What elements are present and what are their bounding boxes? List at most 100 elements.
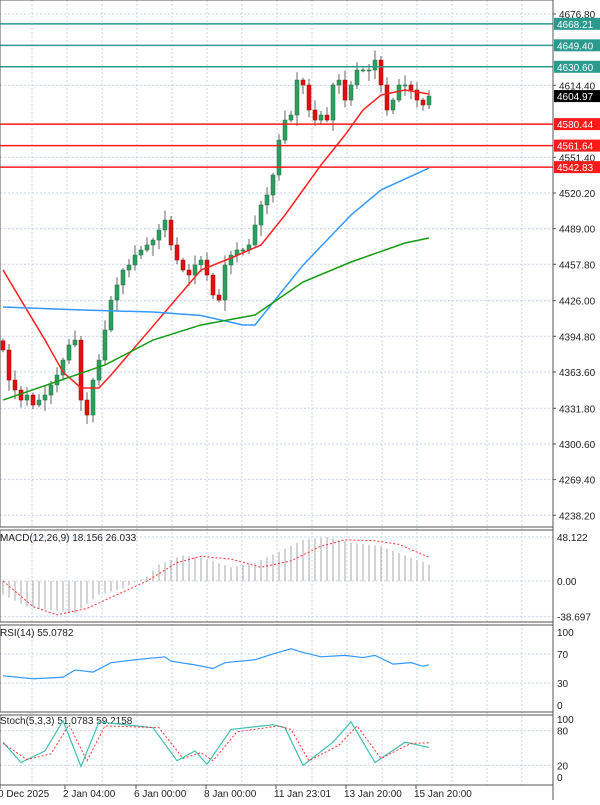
stoch-tick-label: 0 bbox=[557, 773, 563, 784]
candle-bullish bbox=[390, 99, 396, 111]
candle-bullish bbox=[126, 264, 132, 271]
stoch-panel[interactable]: Stoch(5,3,3) 51.0783 59.2158 bbox=[0, 716, 430, 769]
candle-bullish bbox=[114, 284, 120, 301]
y-tick-label: 4676.80 bbox=[559, 10, 596, 21]
price-panel[interactable] bbox=[0, 23, 553, 425]
x-tick-label: 0 Dec 2025 bbox=[0, 789, 50, 800]
candle-bullish bbox=[144, 244, 150, 251]
macd-tick-label: -38.697 bbox=[557, 612, 591, 623]
candle-bullish bbox=[264, 194, 270, 206]
candle-bearish bbox=[216, 294, 222, 301]
level-price-tag bbox=[554, 39, 600, 52]
macd-tick-label: 0.00 bbox=[557, 577, 577, 588]
candle-bullish bbox=[54, 374, 60, 386]
rsi-panel[interactable]: RSI(14) 55.0782 bbox=[0, 628, 430, 680]
candle-bearish bbox=[168, 219, 174, 246]
stoch-signal-line bbox=[2, 723, 430, 762]
moving-average-line bbox=[2, 237, 430, 401]
grid bbox=[0, 0, 553, 785]
level-price-tag bbox=[554, 17, 600, 30]
candle-bullish bbox=[402, 84, 408, 87]
candle-bullish bbox=[120, 269, 126, 286]
candle-bearish bbox=[6, 349, 12, 381]
level-price-tag bbox=[554, 60, 600, 73]
candle-bullish bbox=[426, 95, 432, 106]
current-price-label: 4604.97 bbox=[557, 92, 594, 103]
level-price-label: 4649.40 bbox=[557, 41, 594, 52]
x-tick-label: 11 Jan 23:01 bbox=[274, 789, 332, 800]
time-axis: 0 Dec 2025 2 Jan 04:00 6 Jan 00:00 8 Jan 00… bbox=[0, 785, 472, 800]
candle-bearish bbox=[12, 379, 18, 391]
current-price-tag bbox=[554, 90, 600, 103]
candle-bullish bbox=[282, 119, 288, 141]
level-price-tag bbox=[554, 139, 600, 152]
macd-panel[interactable]: MACD(12,26,9) 18.156 26.033 bbox=[0, 533, 430, 616]
candle-bullish bbox=[396, 84, 402, 101]
stoch-tick-label: 80 bbox=[557, 727, 569, 738]
stoch-tick-label: 20 bbox=[557, 761, 569, 772]
candle-bullish bbox=[372, 59, 378, 71]
candle-bearish bbox=[420, 99, 426, 106]
rsi-tick-label: 30 bbox=[557, 679, 569, 690]
candle-bullish bbox=[270, 174, 276, 196]
y-tick-label: 4457.80 bbox=[559, 260, 596, 271]
candle-bearish bbox=[342, 79, 348, 101]
candle-bullish bbox=[138, 249, 144, 256]
candle-bullish bbox=[228, 254, 234, 266]
candle-bullish bbox=[150, 239, 156, 246]
candle-bullish bbox=[360, 69, 366, 72]
candle-bullish bbox=[156, 229, 162, 241]
candle-bullish bbox=[42, 394, 48, 401]
rsi-label: RSI(14) 55.0782 bbox=[0, 628, 74, 639]
y-tick-label: 4363.60 bbox=[559, 368, 596, 379]
candle-bullish bbox=[318, 114, 324, 121]
rsi-tick-label: 100 bbox=[557, 628, 574, 639]
x-tick-label: 2 Jan 04:00 bbox=[63, 789, 116, 800]
x-tick-label: 13 Jan 20:00 bbox=[344, 789, 402, 800]
macd-tick-label: 48.122 bbox=[557, 533, 588, 544]
candle-bullish bbox=[102, 329, 108, 361]
candle-bearish bbox=[84, 399, 90, 416]
candle-bullish bbox=[36, 399, 42, 406]
y-tick-label: 4614.40 bbox=[559, 81, 596, 92]
macd-label: MACD(12,26,9) 18.156 26.033 bbox=[0, 533, 137, 544]
candle-bearish bbox=[78, 339, 84, 401]
candle-bearish bbox=[378, 59, 384, 86]
candle-bearish bbox=[210, 274, 216, 296]
moving-average-line bbox=[2, 167, 430, 326]
y-tick-label: 4300.60 bbox=[559, 440, 596, 451]
candle-bullish bbox=[330, 84, 336, 121]
candle-bearish bbox=[300, 79, 306, 86]
y-tick-label: 4551.40 bbox=[559, 153, 596, 164]
level-price-label: 4561.64 bbox=[557, 142, 594, 153]
y-tick-label: 4269.40 bbox=[559, 476, 596, 487]
candle-bearish bbox=[414, 89, 420, 101]
candle-bearish bbox=[306, 84, 312, 111]
x-tick-label: 6 Jan 00:00 bbox=[134, 789, 187, 800]
panel-frame bbox=[0, 0, 554, 528]
candle-bullish bbox=[240, 249, 246, 252]
y-tick-label: 4520.20 bbox=[559, 189, 596, 200]
candle-bearish bbox=[174, 244, 180, 261]
macd-signal-line bbox=[2, 539, 430, 616]
candle-bullish bbox=[198, 259, 204, 266]
y-tick-label: 4489.00 bbox=[559, 225, 596, 236]
candle-bullish bbox=[222, 264, 228, 301]
level-price-label: 4630.60 bbox=[557, 63, 594, 74]
y-tick-label: 4394.80 bbox=[559, 332, 596, 343]
candle-bullish bbox=[366, 69, 372, 72]
y-tick-label: 4238.20 bbox=[559, 511, 596, 522]
candle-bullish bbox=[192, 264, 198, 276]
rsi-tick-label: 70 bbox=[557, 650, 569, 661]
level-price-label: 4668.21 bbox=[557, 20, 594, 31]
level-price-tag bbox=[554, 118, 600, 131]
stoch-tick-label: 100 bbox=[557, 715, 574, 726]
candle-bullish bbox=[72, 339, 78, 346]
level-price-label: 4542.83 bbox=[557, 163, 594, 174]
candle-bearish bbox=[180, 259, 186, 271]
candle-bullish bbox=[162, 219, 168, 231]
stoch-label: Stoch(5,3,3) 51.0783 59.2158 bbox=[0, 716, 133, 727]
candle-bullish bbox=[294, 79, 300, 116]
